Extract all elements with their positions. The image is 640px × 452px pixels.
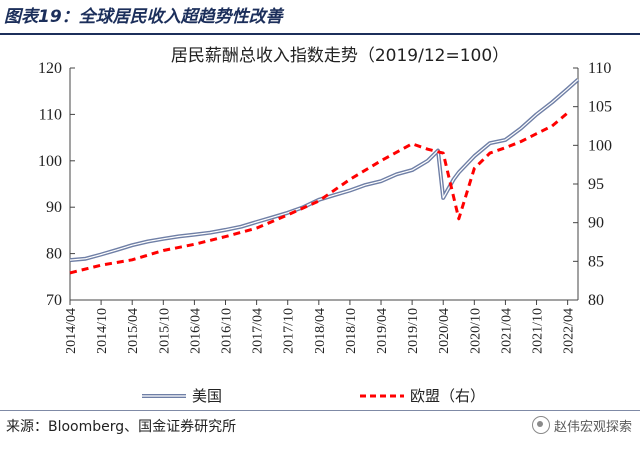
watermark: 赵伟宏观探索	[531, 414, 632, 436]
x-tick-label: 2018/10	[344, 308, 359, 354]
legend-label-eu: 欧盟（右）	[410, 387, 485, 405]
chart-title: 居民薪酬总收入指数走势（2019/12=100）	[171, 46, 509, 66]
x-tick-label: 2016/10	[220, 308, 235, 354]
left-axis-ticks: 70 80 90 100 110 120	[38, 60, 75, 309]
figure-title: 图表19：全球居民收入超趋势性改善	[4, 7, 283, 27]
x-tick-label: 2017/10	[282, 308, 297, 354]
title-rule	[0, 33, 640, 35]
left-tick-label: 100	[38, 153, 62, 170]
x-tick-label: 2022/04	[562, 308, 577, 354]
left-tick-label: 90	[46, 199, 62, 216]
x-tick-label: 2021/10	[531, 308, 546, 354]
source-rule	[0, 410, 640, 411]
legend-item-us: 美国	[142, 387, 222, 405]
x-tick-label: 2014/10	[95, 308, 110, 354]
source-note: 来源：Bloomberg、国金证券研究所	[6, 419, 237, 435]
wechat-icon	[531, 416, 550, 434]
series-line-us-inner	[69, 79, 579, 261]
right-tick-label: 90	[588, 215, 604, 232]
right-axis-ticks: 80 85 90 95 100 105 110	[573, 60, 612, 309]
right-tick-label: 100	[588, 137, 612, 154]
legend: 美国 欧盟（右）	[142, 387, 485, 405]
right-tick-label: 110	[588, 60, 611, 77]
series-line-eu	[69, 111, 569, 275]
x-tick-label: 2015/04	[126, 308, 141, 354]
x-tick-label: 2021/04	[499, 308, 514, 354]
x-tick-label: 2014/04	[64, 308, 79, 354]
series-layer	[69, 78, 580, 275]
left-tick-label: 80	[46, 246, 62, 263]
x-tick-label: 2019/04	[375, 308, 390, 354]
right-tick-label: 85	[588, 253, 604, 270]
right-tick-label: 105	[588, 99, 612, 116]
x-axis-ticks: 2014/04 2014/10 2015/04 2015/10 2016/04 2016/…	[64, 300, 577, 354]
x-tick-label: 2019/10	[406, 308, 421, 354]
x-tick-label: 2016/04	[188, 308, 203, 354]
x-tick-label: 2015/10	[157, 308, 172, 354]
x-tick-label: 2018/04	[313, 308, 328, 354]
x-tick-label: 2020/04	[437, 308, 452, 354]
left-tick-label: 70	[46, 292, 62, 309]
left-tick-label: 110	[39, 106, 62, 123]
legend-label-us: 美国	[192, 387, 222, 405]
right-tick-label: 95	[588, 176, 604, 193]
legend-item-eu: 欧盟（右）	[360, 387, 485, 405]
x-tick-label: 2017/04	[251, 308, 266, 354]
x-tick-label: 2020/10	[468, 308, 483, 354]
axes	[69, 68, 579, 301]
chart-area: 居民薪酬总收入指数走势（2019/12=100） 70 80 90 100 110 120…	[38, 46, 612, 405]
left-tick-label: 120	[38, 60, 62, 77]
series-line-us	[69, 78, 580, 263]
right-tick-label: 80	[588, 292, 604, 309]
watermark-label: 赵伟宏观探索	[553, 419, 632, 435]
